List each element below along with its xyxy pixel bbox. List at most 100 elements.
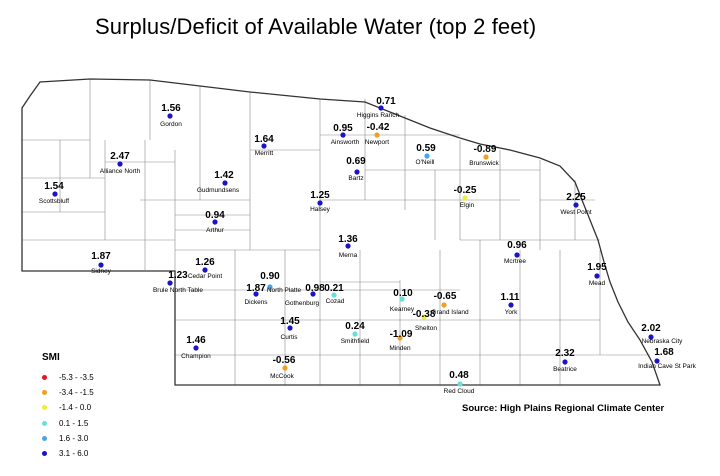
station-marker: 0.48 Red Cloud <box>444 370 475 395</box>
stations-layer: 1.56 Gordon 0.71 Higgins Ranch 0.95 Ainsworth… <box>39 96 697 395</box>
station-marker: -0.65 Grand Island <box>431 291 469 316</box>
station-marker: -0.89 Brunswick <box>469 144 499 167</box>
station-marker: 1.95 Mead <box>587 262 607 287</box>
station-marker: 1.56 Gordon <box>160 103 182 128</box>
station-value: 1.87 <box>246 283 266 294</box>
legend-title: SMI <box>42 352 60 363</box>
station-dot <box>457 381 463 387</box>
station-value: 1.56 <box>161 103 181 114</box>
station-name: Smithfield <box>341 338 370 345</box>
station-dot <box>282 365 288 371</box>
station-name: Mcrtree <box>504 258 526 265</box>
legend-label: 3.1 - 6.0 <box>59 449 89 459</box>
station-value: -0.65 <box>434 291 457 302</box>
legend-item: 3.1 - 6.0 <box>42 446 94 461</box>
station-value: -0.42 <box>367 122 390 133</box>
station-name: Merritt <box>255 150 274 157</box>
legend-label: 0.1 - 1.5 <box>59 418 89 428</box>
station-dot <box>399 296 405 302</box>
station-value: 0.59 <box>416 143 436 154</box>
station-marker: 1.87 Dickens <box>244 283 268 306</box>
station-value: 2.47 <box>110 151 130 162</box>
station-value: 0.90 <box>260 271 280 282</box>
source-credit: Source: High Plains Regional Climate Cen… <box>462 403 665 414</box>
map-title: Surplus/Deficit of Available Water (top … <box>95 14 537 39</box>
station-marker: 1.36 Merna <box>338 234 358 259</box>
station-dot <box>562 359 568 365</box>
station-marker: 0.59 O'Neill <box>416 143 437 166</box>
station-dot <box>397 335 403 341</box>
station-marker: 1.68 Indian Cave St Park <box>638 347 697 370</box>
station-dot <box>167 113 173 119</box>
legend-swatch <box>42 375 47 381</box>
station-dot <box>483 154 489 160</box>
station-value: -0.25 <box>454 185 477 196</box>
station-dot <box>508 302 514 308</box>
station-marker: 2.32 Beatrice <box>553 348 577 373</box>
station-marker: 1.23 Brule North Table <box>153 270 203 294</box>
station-dot <box>354 169 360 175</box>
station-dot <box>374 132 380 138</box>
station-value: 2.25 <box>566 192 586 203</box>
station-name: Gordon <box>160 121 182 128</box>
station-name: Beatrice <box>553 366 577 373</box>
station-marker: 1.26 Cedar Point <box>188 257 223 280</box>
station-name: Gudmundsens <box>197 187 240 194</box>
station-name: Cozad <box>326 298 345 305</box>
legend-items: -5.3 - -3.5 -3.4 - -1.5 -1.4 - 0.0 0.1 - 1.… <box>42 370 94 461</box>
station-marker: 2.47 Alliance North <box>100 151 141 175</box>
station-name: Elgin <box>460 202 475 209</box>
station-marker: 0.71 Higgins Ranch <box>357 96 400 119</box>
station-dot <box>462 195 468 201</box>
station-dot <box>421 314 427 320</box>
station-dot <box>287 325 293 331</box>
station-value: 0.24 <box>345 321 365 332</box>
station-name: Gothenburg <box>285 300 320 307</box>
station-name: West Point <box>560 209 592 216</box>
legend-swatch <box>42 420 47 426</box>
station-marker: 1.42 Gudmundsens <box>197 170 240 194</box>
station-dot <box>441 302 447 308</box>
station-marker: 1.54 Scottsbluff <box>39 181 69 205</box>
station-name: Brule North Table <box>153 287 203 294</box>
station-value: 0.10 <box>393 288 413 299</box>
station-dot <box>310 291 316 297</box>
station-name: Merna <box>339 252 358 259</box>
station-value: 1.87 <box>91 251 111 262</box>
station-marker: 2.02 Nebraska City <box>641 323 683 345</box>
station-value: 1.95 <box>587 262 607 273</box>
legend-swatch <box>42 390 47 396</box>
station-value: 0.96 <box>507 240 527 251</box>
station-value: 1.68 <box>654 347 674 358</box>
station-value: 1.25 <box>310 190 330 201</box>
station-marker: -1.09 Minden <box>389 329 412 352</box>
station-name: Bartz <box>348 175 363 182</box>
station-dot <box>261 143 267 149</box>
station-name: Champion <box>181 353 211 360</box>
station-name: Higgins Ranch <box>357 112 400 119</box>
legend-swatch <box>42 451 47 457</box>
station-dot <box>212 219 218 225</box>
legend-label: -3.4 - -1.5 <box>59 388 94 398</box>
station-marker: 0.90 North Platte <box>260 271 301 294</box>
station-dot <box>352 331 358 337</box>
station-name: Sidney <box>91 268 112 275</box>
legend-item: -3.4 - -1.5 <box>42 385 94 400</box>
station-name: Arthur <box>206 227 225 234</box>
station-value: 1.11 <box>501 292 520 303</box>
station-value: -1.09 <box>390 329 413 340</box>
station-name: Red Cloud <box>444 388 475 395</box>
station-value: 0.94 <box>205 210 225 221</box>
station-name: Kearney <box>390 306 415 313</box>
station-marker: 1.46 Champion <box>181 335 211 360</box>
station-dot <box>340 132 346 138</box>
legend-label: -1.4 - 0.0 <box>59 403 92 413</box>
station-marker: -0.25 Elgin <box>454 185 477 209</box>
station-marker: 0.98 Gothenburg <box>285 283 325 307</box>
station-value: 1.45 <box>280 316 300 327</box>
station-name: North Platte <box>267 287 302 294</box>
station-value: 0.95 <box>333 123 353 134</box>
station-marker: 0.10 Kearney <box>390 288 415 313</box>
station-name: Mead <box>589 280 606 287</box>
station-marker: 0.96 Mcrtree <box>504 240 527 265</box>
